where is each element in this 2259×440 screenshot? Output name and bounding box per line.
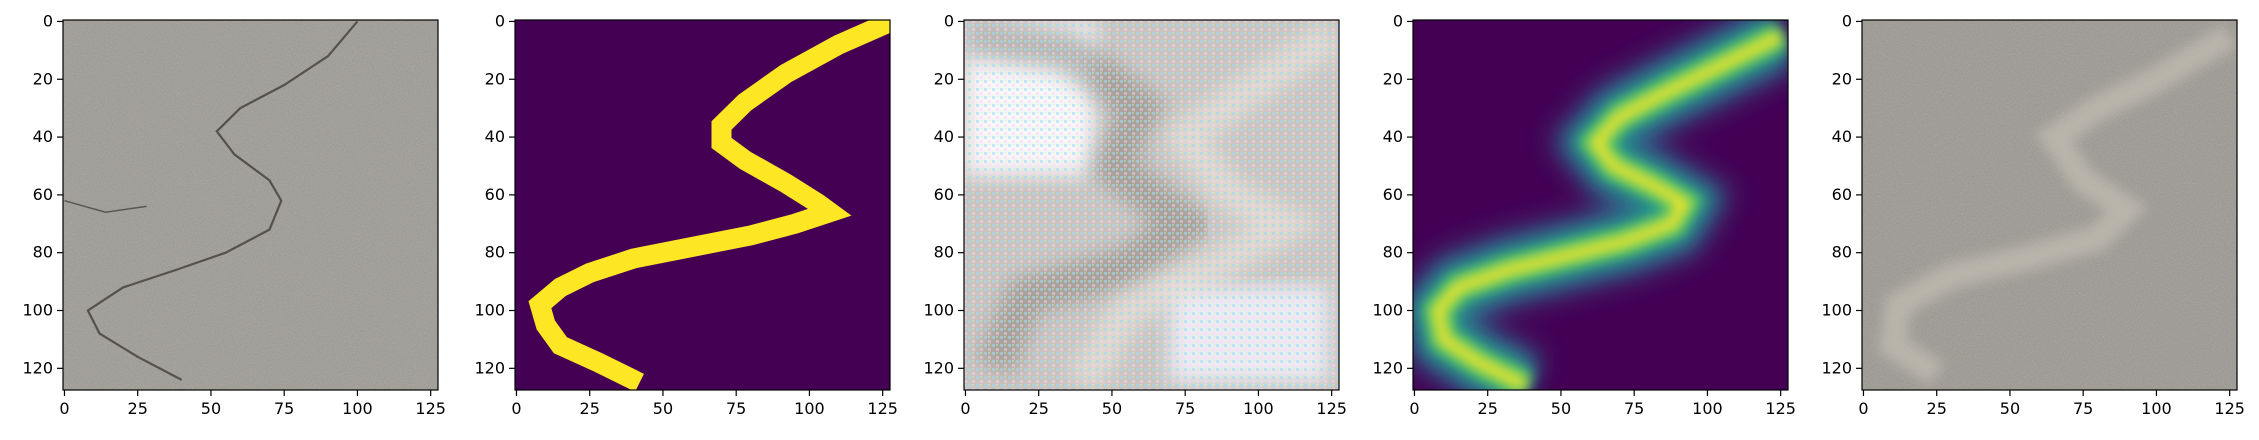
x-tick-label-50: 50 [201, 399, 221, 418]
axes-frame [1861, 19, 2238, 391]
y-tick-label-120: 120 [474, 358, 505, 377]
x-tick-label-25: 25 [580, 399, 600, 418]
y-tick-label-40: 40 [33, 127, 53, 146]
x-tick-label-50: 50 [2000, 399, 2020, 418]
y-tick-label-120: 120 [1821, 358, 1852, 377]
y-tick-label-60: 60 [1832, 185, 1852, 204]
image-area [964, 20, 1339, 390]
x-tick-label-25: 25 [1029, 399, 1049, 418]
x-tick-label-0: 0 [511, 399, 521, 418]
artifact-pattern [964, 20, 1339, 390]
x-tick-label-50: 50 [653, 399, 673, 418]
x-tick-label-50: 50 [1102, 399, 1122, 418]
y-tick-label-100: 100 [1372, 301, 1403, 320]
y-tick-label-60: 60 [33, 185, 53, 204]
x-tick-label-125: 125 [2214, 399, 2245, 418]
y-tick-label-20: 20 [485, 69, 505, 88]
y-tick-label-100: 100 [1821, 301, 1852, 320]
y-tick-label-120: 120 [22, 358, 53, 377]
y-tick-label-100: 100 [22, 301, 53, 320]
x-tick-label-75: 75 [1175, 399, 1195, 418]
crack-branch [64, 199, 147, 213]
texture [63, 20, 438, 390]
y-tick-label-80: 80 [934, 243, 954, 262]
axes-frame [963, 19, 1340, 391]
y-tick-label-20: 20 [1832, 69, 1852, 88]
axes-frame [1412, 19, 1789, 391]
y-tick-label-0: 0 [43, 11, 53, 30]
x-tick-label-25: 25 [1478, 399, 1498, 418]
panel-overlay-image: 0 25 50 75 100 125 0 20 40 60 80 100 120 [1821, 11, 2244, 418]
image-area [515, 20, 890, 390]
mask-crack [528, 20, 890, 390]
axes-frame [514, 19, 891, 391]
y-tick-label-120: 120 [923, 358, 954, 377]
panel-generated-image: 0 25 50 75 100 125 0 20 40 60 80 100 120 [923, 11, 1346, 418]
x-tick-label-75: 75 [2073, 399, 2093, 418]
x-tick-label-0: 0 [59, 399, 69, 418]
y-tick-label-80: 80 [1383, 243, 1403, 262]
x-tick-label-100: 100 [794, 399, 825, 418]
x-tick-label-125: 125 [415, 399, 446, 418]
x-tick-label-125: 125 [1316, 399, 1347, 418]
x-tick-label-0: 0 [1858, 399, 1868, 418]
x-tick-label-0: 0 [960, 399, 970, 418]
heatmap-peak [1432, 31, 1783, 390]
y-tick-label-60: 60 [485, 185, 505, 204]
x-tick-label-75: 75 [1624, 399, 1644, 418]
panel-ground-truth-mask: 0 25 50 75 100 125 0 20 40 60 80 100 120 [474, 11, 897, 418]
y-tick-label-100: 100 [923, 301, 954, 320]
y-tick-label-40: 40 [1383, 127, 1403, 146]
y-tick-label-40: 40 [485, 127, 505, 146]
y-tick-label-120: 120 [1372, 358, 1403, 377]
x-tick-label-125: 125 [867, 399, 898, 418]
x-tick-label-100: 100 [342, 399, 373, 418]
x-tick-label-25: 25 [1927, 399, 1947, 418]
y-tick-label-40: 40 [934, 127, 954, 146]
y-tick-label-100: 100 [474, 301, 505, 320]
crack-line [86, 20, 359, 381]
y-tick-label-80: 80 [485, 243, 505, 262]
y-tick-label-20: 20 [934, 69, 954, 88]
image-area [1413, 20, 1788, 390]
y-tick-label-60: 60 [934, 185, 954, 204]
y-tick-label-0: 0 [1393, 11, 1403, 30]
panel-predicted-map: 0 25 50 75 100 125 0 20 40 60 80 100 120 [1372, 11, 1795, 418]
x-tick-label-125: 125 [1765, 399, 1796, 418]
x-tick-label-100: 100 [1243, 399, 1274, 418]
x-tick-label-0: 0 [1409, 399, 1419, 418]
x-tick-label-100: 100 [1692, 399, 1723, 418]
axes-frame [62, 19, 439, 391]
panel-crack-photo: 0 25 50 75 100 125 0 20 40 60 80 100 120 [22, 11, 445, 418]
light-band [1878, 24, 2237, 385]
y-tick-label-40: 40 [1832, 127, 1852, 146]
y-tick-label-0: 0 [495, 11, 505, 30]
x-tick-label-100: 100 [2141, 399, 2172, 418]
y-tick-label-80: 80 [33, 243, 53, 262]
x-tick-label-25: 25 [128, 399, 148, 418]
x-tick-label-75: 75 [274, 399, 294, 418]
x-tick-label-50: 50 [1551, 399, 1571, 418]
y-tick-label-80: 80 [1832, 243, 1852, 262]
y-tick-label-60: 60 [1383, 185, 1403, 204]
x-tick-label-75: 75 [726, 399, 746, 418]
y-tick-label-0: 0 [944, 11, 954, 30]
y-tick-label-0: 0 [1842, 11, 1852, 30]
y-tick-label-20: 20 [1383, 69, 1403, 88]
y-tick-label-20: 20 [33, 69, 53, 88]
image-area [1862, 20, 2237, 390]
image-area [63, 20, 438, 390]
